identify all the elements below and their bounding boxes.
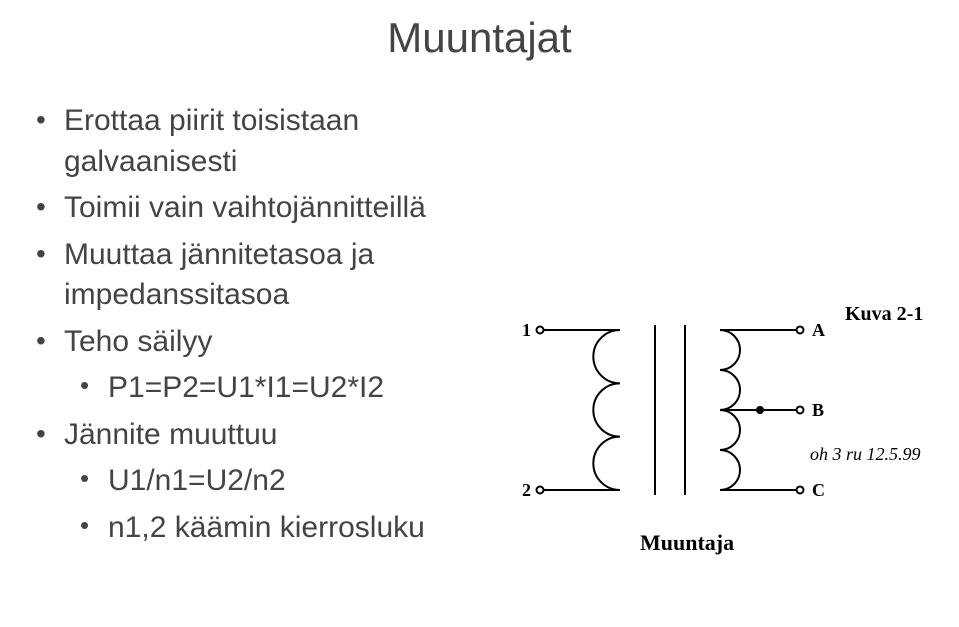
bullet-text: U1/n1=U2/n2 — [108, 461, 286, 502]
svg-text:Kuva 2-1: Kuva 2-1 — [845, 303, 923, 325]
svg-text:C: C — [812, 480, 825, 500]
bullet-1: • Erottaa piirit toisistaan galvaanisest… — [36, 101, 536, 182]
bullet-dot: • — [36, 235, 64, 273]
bullet-text: Erottaa piirit toisistaan galvaanisesti — [64, 101, 536, 182]
svg-text:oh 3 ru 12.5.99: oh 3 ru 12.5.99 — [810, 444, 921, 464]
bullet-5b: • n1,2 käämin kierrosluku — [36, 508, 536, 549]
bullet-text: Jännite muuttuu — [64, 415, 277, 456]
svg-text:A: A — [812, 320, 825, 340]
bullet-dot: • — [80, 461, 108, 496]
bullet-dot: • — [36, 322, 64, 360]
svg-text:1: 1 — [522, 320, 531, 340]
bullet-text: n1,2 käämin kierrosluku — [108, 508, 425, 549]
transformer-diagram: 1 2 A B C Kuva 2-1 oh 3 ru 12.5.99 Muuntaja — [510, 290, 940, 590]
bullet-dot: • — [80, 508, 108, 543]
bullet-text: Teho säilyy — [64, 322, 212, 363]
bullet-dot: • — [80, 368, 108, 403]
bullet-4: • Teho säilyy — [36, 322, 536, 363]
bullet-dot: • — [36, 101, 64, 139]
svg-text:B: B — [812, 400, 824, 420]
bullet-5a: • U1/n1=U2/n2 — [36, 461, 536, 502]
bullet-5: • Jännite muuttuu — [36, 415, 536, 456]
bullet-3: • Muuttaa jännitetasoa ja impedanssitaso… — [36, 235, 536, 316]
bullet-2: • Toimii vain vaihtojännitteillä — [36, 188, 536, 229]
bullet-text: Toimii vain vaihtojännitteillä — [64, 188, 426, 229]
bullet-list: • Erottaa piirit toisistaan galvaanisest… — [36, 95, 536, 548]
svg-text:Muuntaja: Muuntaja — [640, 530, 734, 555]
bullet-dot: • — [36, 188, 64, 226]
bullet-text: P1=P2=U1*I1=U2*I2 — [108, 368, 384, 409]
bullet-text: Muuttaa jännitetasoa ja impedanssitasoa — [64, 235, 536, 316]
bullet-4a: • P1=P2=U1*I1=U2*I2 — [36, 368, 536, 409]
bullet-dot: • — [36, 415, 64, 453]
svg-text:2: 2 — [522, 480, 531, 500]
page-title: Muuntajat — [0, 14, 959, 62]
